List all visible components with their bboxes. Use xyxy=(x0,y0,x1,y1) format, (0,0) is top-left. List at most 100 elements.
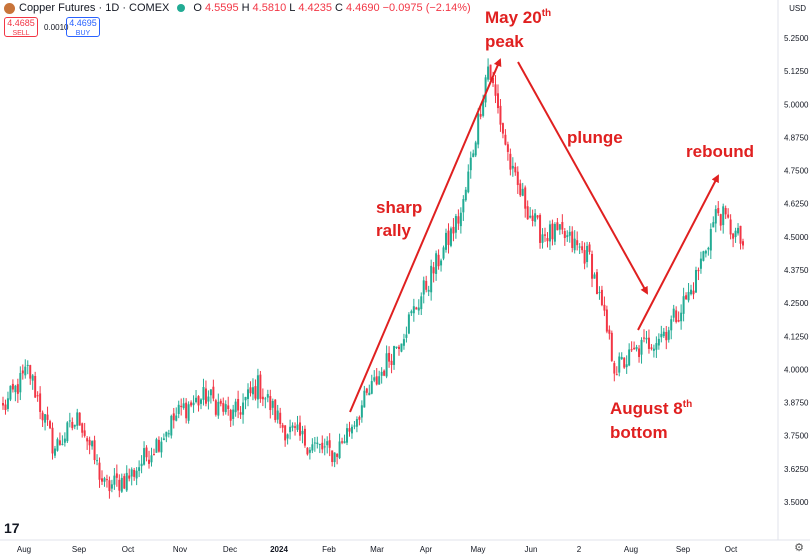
low-label: L xyxy=(289,2,296,14)
candle-body xyxy=(454,216,457,233)
candle-body xyxy=(685,295,688,300)
annotation-arrows xyxy=(349,58,719,413)
time-tick-label: Aug xyxy=(624,545,638,554)
candle-body xyxy=(739,225,742,244)
candle-body xyxy=(172,413,175,421)
candle-body xyxy=(430,265,433,293)
price-tick-label: 4.0000 xyxy=(784,365,809,374)
annotation-labels: sharp rally May 20th peak plunge August … xyxy=(376,8,754,442)
currency-label[interactable]: USD xyxy=(789,4,806,13)
candle-body xyxy=(576,240,579,246)
candle-body xyxy=(316,442,319,445)
annotation-rally-line2: rally xyxy=(376,221,412,240)
candle-body xyxy=(86,438,89,442)
candle-body xyxy=(623,357,626,368)
tradingview-logo-icon[interactable]: 17 xyxy=(4,520,20,536)
candle-body xyxy=(457,216,460,224)
candle-body xyxy=(417,307,420,311)
price-axis[interactable]: 5.2500 5.1250 5.0000 4.8750 4.7500 4.6250 4.50… xyxy=(784,34,809,507)
candle-body xyxy=(704,250,707,254)
candle-body xyxy=(494,84,497,96)
candle-body xyxy=(670,319,673,331)
candle-body xyxy=(19,373,22,393)
candle-body xyxy=(581,246,584,251)
candle-body xyxy=(724,208,727,215)
candle-body xyxy=(672,308,675,318)
candle-body xyxy=(192,402,195,406)
time-tick-label: Oct xyxy=(725,545,738,554)
candle-body xyxy=(573,238,576,251)
candle-body xyxy=(539,215,542,243)
high-label: H xyxy=(241,2,250,14)
candle-body xyxy=(53,448,56,456)
candle-body xyxy=(529,215,532,218)
candle-body xyxy=(440,260,443,266)
candle-body xyxy=(625,364,628,368)
candle-body xyxy=(420,296,423,310)
candle-body xyxy=(583,250,586,264)
candle-body xyxy=(73,424,76,427)
symbol-title[interactable]: Copper Futures · 1D · COMEX xyxy=(19,2,170,14)
candle-body xyxy=(459,212,462,227)
rebound-arrow xyxy=(637,174,719,331)
candle-body xyxy=(412,306,415,314)
candle-body xyxy=(209,389,212,396)
candle-body xyxy=(26,364,29,366)
candle-body xyxy=(204,388,207,404)
candle-body xyxy=(128,475,131,479)
candle-body xyxy=(264,398,267,400)
candle-body xyxy=(281,424,284,428)
candle-body xyxy=(405,334,408,338)
candle-body xyxy=(103,478,106,482)
gear-icon[interactable]: ⚙ xyxy=(794,542,804,554)
candle-body xyxy=(165,431,168,437)
candle-body xyxy=(563,231,566,238)
candle-body xyxy=(484,77,487,103)
candle-body xyxy=(541,234,544,243)
candle-body xyxy=(143,448,146,465)
candle-body xyxy=(553,224,556,242)
candle-body xyxy=(437,254,440,267)
candle-body xyxy=(390,360,393,366)
candle-body xyxy=(68,420,71,422)
candle-body xyxy=(162,438,165,441)
candle-body xyxy=(732,233,735,239)
candle-body xyxy=(598,292,601,294)
candle-body xyxy=(120,477,123,492)
candle-body xyxy=(76,412,79,426)
candle-body xyxy=(487,66,490,80)
candle-body xyxy=(435,253,438,274)
close-value: 4.4690 xyxy=(345,2,380,14)
candle-body xyxy=(232,409,235,419)
market-status-icon xyxy=(177,4,186,12)
price-tick-label: 5.2500 xyxy=(784,34,809,43)
candle-body xyxy=(190,402,193,406)
candle-body xyxy=(536,215,539,218)
candle-body xyxy=(140,463,143,467)
candle-body xyxy=(652,348,655,351)
candle-body xyxy=(36,395,39,397)
candle-body xyxy=(407,314,410,334)
time-tick-label: May xyxy=(470,545,485,554)
candle-body xyxy=(650,347,653,349)
candle-body xyxy=(635,346,638,350)
sell-button[interactable]: 4.4685 SELL xyxy=(4,17,38,37)
candle-body xyxy=(56,439,59,451)
candle-body xyxy=(51,427,54,454)
candle-body xyxy=(350,426,353,434)
candle-body xyxy=(227,405,230,410)
candle-body xyxy=(492,77,495,84)
buy-price: 4.4695 xyxy=(69,18,97,28)
candle-body xyxy=(504,134,507,145)
candle-body xyxy=(474,142,477,156)
candle-body xyxy=(422,280,425,295)
time-axis[interactable]: Aug Sep Oct Nov Dec 2024 Feb Mar Apr May Jun 2 Aug Se… xyxy=(17,545,738,554)
candle-body xyxy=(261,396,264,400)
candle-body xyxy=(266,394,269,398)
candle-body xyxy=(719,214,722,226)
buy-button[interactable]: 4.4695 BUY xyxy=(66,17,100,37)
candle-body xyxy=(385,353,388,377)
candle-body xyxy=(712,222,715,228)
candle-body xyxy=(239,412,242,415)
